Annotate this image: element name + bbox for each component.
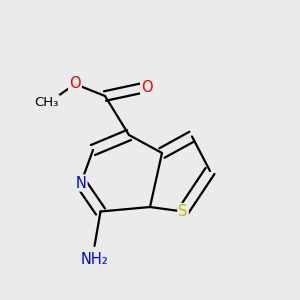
Text: O: O — [141, 80, 153, 94]
Text: O: O — [69, 76, 81, 92]
Text: NH₂: NH₂ — [81, 252, 108, 267]
Text: N: N — [76, 176, 86, 190]
Text: CH₃: CH₃ — [34, 95, 59, 109]
Text: S: S — [178, 204, 188, 219]
